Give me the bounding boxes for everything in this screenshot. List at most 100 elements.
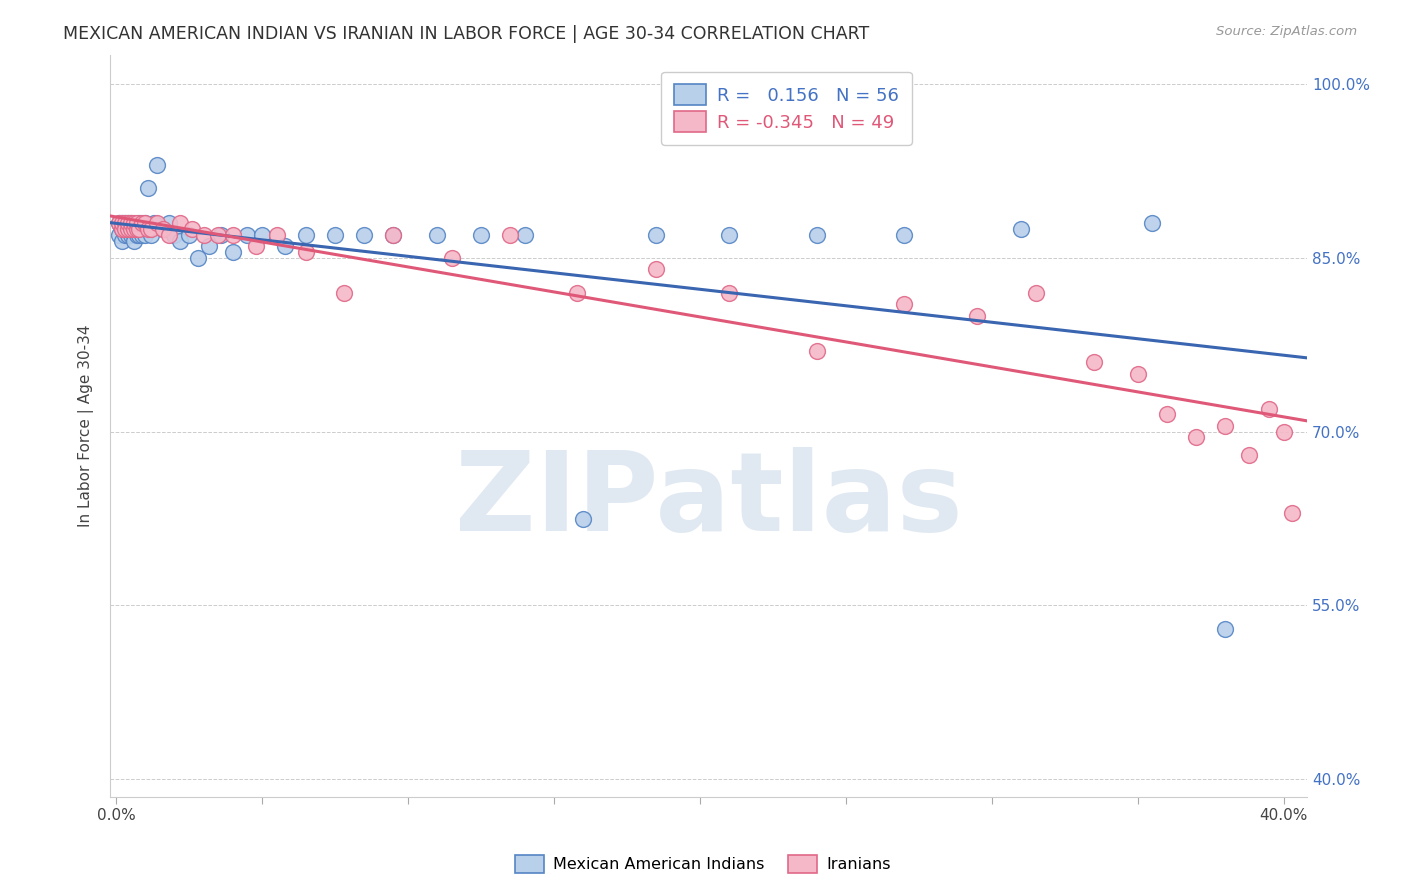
Point bbox=[353, 227, 375, 242]
Point bbox=[152, 222, 174, 236]
Point bbox=[125, 216, 148, 230]
Point bbox=[198, 239, 221, 253]
Point bbox=[806, 227, 828, 242]
Text: MEXICAN AMERICAN INDIAN VS IRANIAN IN LABOR FORCE | AGE 30-34 CORRELATION CHART: MEXICAN AMERICAN INDIAN VS IRANIAN IN LA… bbox=[63, 25, 869, 43]
Point bbox=[806, 343, 828, 358]
Point bbox=[114, 227, 136, 242]
Point bbox=[157, 216, 180, 230]
Point bbox=[236, 227, 259, 242]
Point bbox=[645, 227, 668, 242]
Point bbox=[718, 227, 741, 242]
Point bbox=[131, 216, 153, 230]
Point bbox=[134, 227, 156, 242]
Point bbox=[117, 227, 139, 242]
Point bbox=[499, 227, 522, 242]
Point bbox=[572, 511, 595, 525]
Point bbox=[177, 227, 200, 242]
Point bbox=[181, 222, 204, 236]
Point bbox=[108, 227, 131, 242]
Point bbox=[1083, 355, 1105, 369]
Point bbox=[114, 222, 136, 236]
Point bbox=[1126, 367, 1149, 381]
Point bbox=[169, 216, 191, 230]
Point bbox=[122, 222, 145, 236]
Text: ZIPatlas: ZIPatlas bbox=[454, 447, 963, 554]
Point bbox=[120, 222, 142, 236]
Point bbox=[1025, 285, 1047, 300]
Point bbox=[139, 222, 162, 236]
Point bbox=[567, 285, 589, 300]
Point bbox=[470, 227, 492, 242]
Point bbox=[111, 222, 134, 236]
Point bbox=[440, 251, 463, 265]
Point bbox=[274, 239, 297, 253]
Legend: R =   0.156   N = 56, R = -0.345   N = 49: R = 0.156 N = 56, R = -0.345 N = 49 bbox=[661, 71, 911, 145]
Point bbox=[1213, 418, 1236, 433]
Point bbox=[1010, 222, 1032, 236]
Point bbox=[146, 158, 169, 172]
Point bbox=[134, 216, 156, 230]
Point bbox=[111, 216, 134, 230]
Point bbox=[207, 227, 229, 242]
Point bbox=[125, 222, 148, 236]
Point bbox=[295, 227, 318, 242]
Point bbox=[245, 239, 267, 253]
Point bbox=[169, 234, 191, 248]
Point bbox=[146, 216, 169, 230]
Point bbox=[323, 227, 346, 242]
Point bbox=[222, 245, 245, 260]
Point bbox=[893, 297, 915, 311]
Point bbox=[222, 227, 245, 242]
Point bbox=[139, 227, 162, 242]
Point bbox=[1258, 401, 1281, 416]
Point bbox=[120, 216, 142, 230]
Point bbox=[128, 227, 150, 242]
Point bbox=[114, 216, 136, 230]
Point bbox=[117, 222, 139, 236]
Point bbox=[114, 216, 136, 230]
Point bbox=[187, 251, 209, 265]
Point bbox=[125, 222, 148, 236]
Point bbox=[111, 216, 134, 230]
Point bbox=[163, 227, 186, 242]
Point bbox=[128, 222, 150, 236]
Point bbox=[295, 245, 318, 260]
Point bbox=[966, 309, 988, 323]
Point bbox=[136, 181, 159, 195]
Text: Source: ZipAtlas.com: Source: ZipAtlas.com bbox=[1216, 25, 1357, 38]
Point bbox=[125, 227, 148, 242]
Point bbox=[111, 222, 134, 236]
Point bbox=[193, 227, 215, 242]
Point bbox=[250, 227, 273, 242]
Point bbox=[120, 216, 142, 230]
Point bbox=[131, 222, 153, 236]
Point bbox=[108, 216, 131, 230]
Point bbox=[1281, 506, 1303, 520]
Point bbox=[122, 227, 145, 242]
Point bbox=[718, 285, 741, 300]
Point bbox=[131, 227, 153, 242]
Point bbox=[117, 222, 139, 236]
Legend: Mexican American Indians, Iranians: Mexican American Indians, Iranians bbox=[509, 848, 897, 880]
Point bbox=[120, 227, 142, 242]
Point bbox=[382, 227, 405, 242]
Point bbox=[136, 222, 159, 236]
Point bbox=[134, 216, 156, 230]
Point bbox=[1156, 407, 1178, 421]
Point bbox=[1185, 430, 1208, 444]
Point bbox=[117, 216, 139, 230]
Point bbox=[122, 222, 145, 236]
Point bbox=[122, 234, 145, 248]
Point bbox=[209, 227, 232, 242]
Point bbox=[111, 234, 134, 248]
Point bbox=[893, 227, 915, 242]
Point bbox=[1272, 425, 1295, 439]
Point bbox=[1237, 448, 1260, 462]
Point bbox=[1213, 622, 1236, 636]
Point bbox=[645, 262, 668, 277]
Point bbox=[513, 227, 536, 242]
Point bbox=[120, 222, 142, 236]
Point bbox=[332, 285, 354, 300]
Point bbox=[122, 216, 145, 230]
Point bbox=[266, 227, 288, 242]
